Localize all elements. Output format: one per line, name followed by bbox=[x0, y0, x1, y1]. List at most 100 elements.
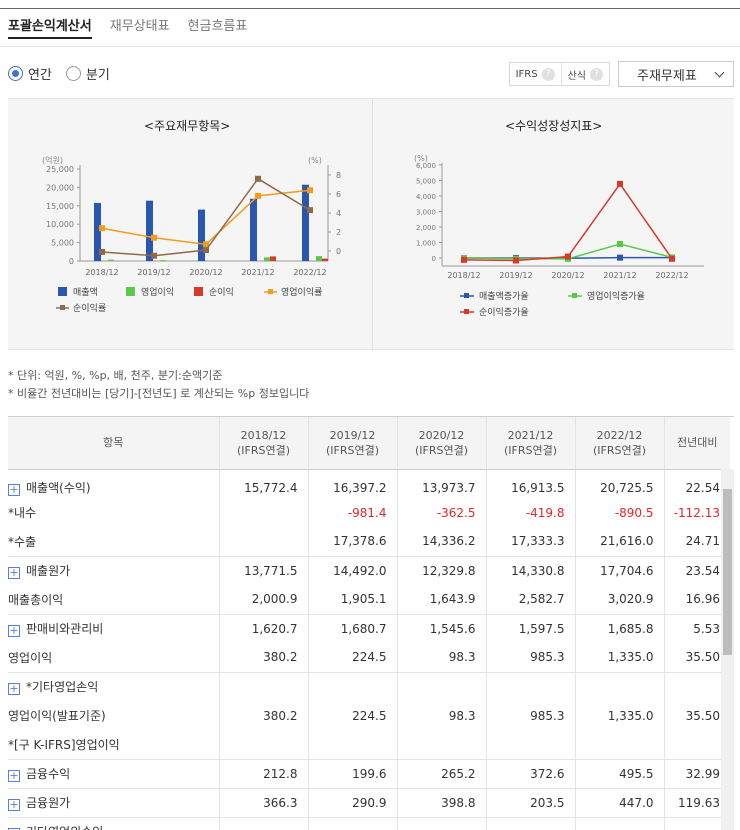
row-label[interactable]: + 판매비와관리비 bbox=[8, 614, 219, 643]
line-point bbox=[99, 225, 105, 232]
legend-swatch bbox=[60, 305, 65, 310]
scrollbar-thumb[interactable] bbox=[723, 489, 732, 655]
legend-label: 영업이익률 bbox=[281, 286, 322, 298]
statement-type-select[interactable]: 주재무제표 bbox=[618, 61, 734, 87]
table-cell bbox=[307, 730, 397, 760]
y-tick-label: 20,000 bbox=[46, 183, 74, 192]
table-cell: 1,620.7 bbox=[218, 614, 308, 643]
table-cell bbox=[663, 672, 730, 701]
expand-icon[interactable]: + bbox=[8, 483, 20, 497]
row-label[interactable]: + 매출액(수익) bbox=[8, 469, 219, 498]
table-cell bbox=[396, 730, 486, 760]
help-icon[interactable]: ? bbox=[541, 67, 555, 81]
table-cell: 366.3 bbox=[218, 788, 308, 818]
table-cell: 17,333.3 bbox=[485, 527, 575, 557]
radio-annual-label[interactable]: 연간 bbox=[28, 68, 52, 83]
line-point bbox=[617, 241, 623, 248]
table-row: 영업이익(발표기준) 380.2 224.5 98.3 985.3 1,335.0 35.5… bbox=[8, 701, 730, 730]
radio-annual[interactable] bbox=[8, 66, 23, 81]
row-label-text: 금융수익 bbox=[26, 767, 71, 781]
y-tick-label: 5,000 bbox=[51, 239, 74, 248]
tab-income-statement[interactable]: 포괄손익계산서 bbox=[8, 15, 92, 39]
legend-swatch bbox=[58, 287, 67, 296]
table-cell: 985.3 bbox=[485, 701, 575, 730]
expand-icon[interactable]: + bbox=[8, 828, 20, 830]
y-tick-label: 10,000 bbox=[46, 220, 74, 229]
row-label-text: 매출액(수익) bbox=[26, 481, 91, 496]
row-label[interactable]: + 금융원가 bbox=[8, 788, 219, 818]
row-label-text: 매출원가 bbox=[26, 564, 71, 579]
expand-icon[interactable]: + bbox=[8, 798, 20, 811]
bar-revenue bbox=[302, 184, 309, 261]
bar-operating-profit bbox=[316, 256, 322, 261]
legend-label: 영업이익 bbox=[141, 286, 174, 298]
table-cell bbox=[396, 672, 486, 701]
formula-button[interactable]: 산식? bbox=[560, 63, 609, 85]
y-axis-unit-right: (%) bbox=[308, 156, 322, 165]
vertical-scrollbar[interactable] bbox=[721, 469, 734, 830]
table-cell: -112.13 bbox=[663, 498, 730, 527]
line-point bbox=[255, 192, 261, 199]
table-cell: 224.5 bbox=[307, 643, 397, 673]
table-cell: 35.50 bbox=[663, 643, 730, 673]
y-tick-label: 3,000 bbox=[416, 209, 436, 217]
ifrs-button[interactable]: IFRS? bbox=[510, 63, 561, 85]
line-point bbox=[307, 187, 313, 194]
financial-items-chart: (억원) (%) 0 5,000 10,000 15,000 20,000 25,000 0 2 4… bbox=[42, 155, 341, 314]
y-tick-label: 5,000 bbox=[416, 178, 436, 186]
expand-icon[interactable]: + bbox=[8, 624, 20, 638]
x-tick-label: 2022/12 bbox=[655, 271, 688, 280]
header-item: 항목 bbox=[8, 417, 219, 470]
expand-icon[interactable]: + bbox=[8, 769, 20, 782]
legend-swatch bbox=[464, 293, 469, 298]
row-label: *수출 bbox=[8, 527, 219, 557]
legend-label: 순이익률 bbox=[73, 302, 106, 314]
table-cell bbox=[307, 817, 397, 830]
row-label-text: 기타영업외손익 bbox=[26, 825, 103, 830]
legend-label: 매출액 bbox=[73, 286, 98, 298]
table-cell: 290.9 bbox=[307, 788, 397, 818]
table-row: *내수 -981.4 -362.5 -419.8 -890.5 -112.13 bbox=[8, 498, 730, 527]
note-unit: * 단위: 억원, %, %p, 배, 천주, 분기:순액기준 bbox=[8, 369, 223, 382]
table-row: + *기타영업손익 bbox=[8, 672, 730, 701]
table-cell: 119.63 bbox=[663, 788, 730, 818]
help-icon[interactable]: ? bbox=[590, 67, 603, 81]
bar-revenue bbox=[94, 202, 101, 261]
row-label[interactable]: + 금융수익 bbox=[8, 759, 219, 789]
tab-balance-sheet[interactable]: 재무상태표 bbox=[109, 19, 170, 34]
table-row: *수출 17,378.6 14,336.2 17,333.3 21,616.0 24.71 bbox=[8, 527, 730, 557]
table-cell bbox=[485, 730, 575, 760]
line-point bbox=[307, 207, 313, 214]
radio-quarterly-label[interactable]: 분기 bbox=[85, 68, 110, 83]
row-label[interactable]: + 기타영업외손익 bbox=[8, 817, 219, 830]
table-cell: 16,397.2 bbox=[307, 469, 397, 498]
x-tick-label: 2020/12 bbox=[189, 268, 222, 277]
expand-icon[interactable]: + bbox=[8, 682, 20, 696]
row-label-text: 금융원가 bbox=[26, 796, 71, 810]
table-cell: 2,000.9 bbox=[218, 585, 308, 615]
table-row: + 금융원가 366.3 290.9 398.8 203.5 447.0 119.63 bbox=[8, 788, 730, 818]
expand-icon[interactable]: + bbox=[8, 566, 20, 580]
y2-tick-label: 0 bbox=[336, 247, 341, 256]
x-tick-label: 2022/12 bbox=[293, 268, 326, 277]
x-tick-label: 2018/12 bbox=[85, 268, 118, 277]
bar-revenue bbox=[198, 209, 205, 261]
row-label: 영업이익(발표기준) bbox=[8, 701, 219, 730]
row-label[interactable]: + *기타영업손익 bbox=[8, 672, 219, 701]
table-cell bbox=[218, 730, 308, 760]
radio-quarterly[interactable] bbox=[65, 66, 81, 81]
bar-operating-profit bbox=[264, 257, 270, 261]
table-cell bbox=[218, 498, 308, 527]
legend-swatch bbox=[194, 287, 203, 296]
tab-cash-flow[interactable]: 현금흐름표 bbox=[187, 19, 248, 34]
header-column: 2019/12 (IFRS연결) bbox=[307, 417, 397, 470]
note-ratio: * 비율간 전년대비는 [당기]-[전년도] 로 계산되는 %p 정보입니다 bbox=[8, 387, 310, 400]
row-label-text: 매출총이익 bbox=[8, 592, 64, 607]
bar-revenue bbox=[250, 198, 257, 261]
table-row: + 매출원가 13,771.5 14,492.0 12,329.8 14,330.8 17,… bbox=[8, 556, 730, 585]
y-tick-label: 15,000 bbox=[46, 202, 74, 211]
row-label[interactable]: + 매출원가 bbox=[8, 556, 219, 585]
row-label-text: 영업이익(발표기준) bbox=[8, 709, 106, 723]
table-cell: 24.71 bbox=[663, 527, 730, 557]
table-header-row: 항목 2018/12 (IFRS연결) 2019/12 (IFRS연결) 2020/12(… bbox=[8, 417, 730, 470]
